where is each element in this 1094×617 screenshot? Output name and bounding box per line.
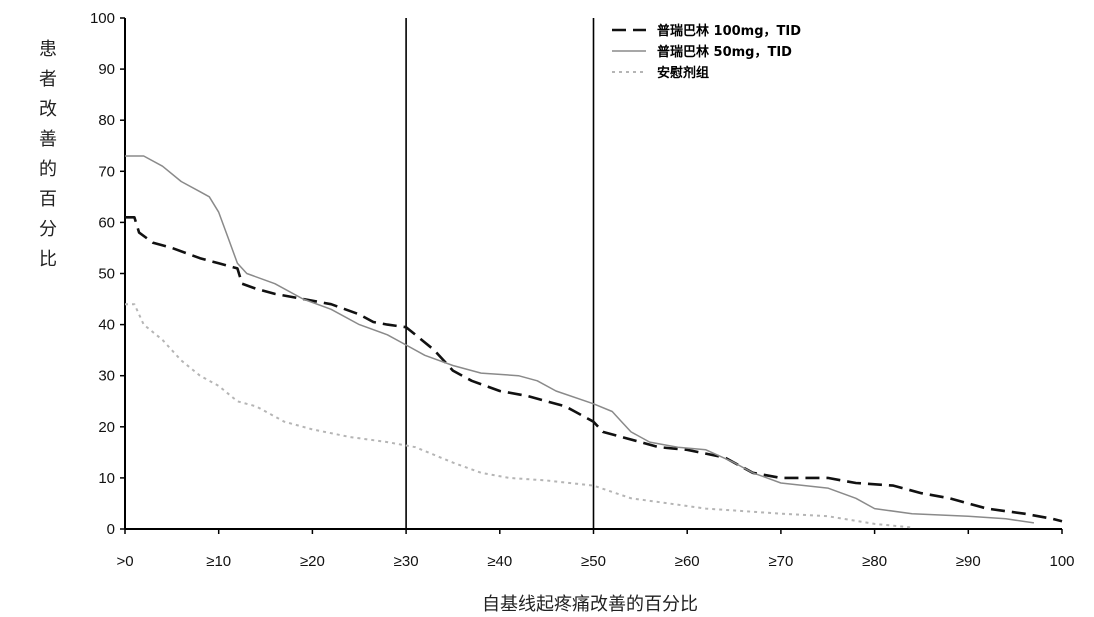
axes [120, 17, 1063, 534]
y-axis-label-char: 的 [39, 159, 57, 180]
legend: 普瑞巴林 100mg，TID 普瑞巴林 50mg，TID 安慰剂组 [612, 23, 801, 81]
y-tick-label: 50 [98, 266, 115, 283]
reference-lines [405, 18, 595, 529]
y-tick-label: 10 [98, 470, 115, 487]
y-axis-label-char: 者 [39, 69, 57, 90]
x-tick-label: ≥80 [862, 553, 887, 570]
x-tick-label: ≥20 [300, 553, 325, 570]
legend-label-2: 普瑞巴林 50mg，TID [657, 44, 792, 60]
y-axis-label-char: 改 [39, 99, 57, 120]
y-tick-label: 20 [98, 419, 115, 436]
y-tick-label: 40 [98, 317, 115, 334]
y-tick-labels: 0 10 20 30 40 50 60 70 80 90 100 [90, 10, 115, 538]
y-tick-label: 80 [98, 112, 115, 129]
x-tick-label: ≥40 [487, 553, 512, 570]
x-tick-label: ≥30 [394, 553, 419, 570]
legend-label-3: 安慰剂组 [657, 65, 709, 81]
y-tick-label: 30 [98, 368, 115, 385]
y-tick-label: 100 [90, 10, 115, 27]
series-group [125, 155, 1063, 529]
y-axis-label-char: 百 [39, 189, 57, 210]
y-axis-label-char: 患 [39, 39, 57, 60]
x-tick-label: ≥70 [768, 553, 793, 570]
y-tick-label: 60 [98, 214, 115, 231]
x-tick-label: >0 [116, 553, 133, 570]
y-axis-label-char: 善 [39, 129, 57, 150]
y-tick-label: 70 [98, 163, 115, 180]
y-axis-label-char: 分 [39, 219, 57, 240]
x-tick-labels: >0 ≥10 ≥20 ≥30 ≥40 ≥50 ≥60 ≥70 ≥80 ≥90 100 [116, 553, 1074, 570]
series-line-2 [125, 155, 1035, 524]
x-axis-label: 自基线起疼痛改善的百分比 [482, 594, 698, 615]
x-tick-label: ≥90 [956, 553, 981, 570]
y-tick-label: 90 [98, 61, 115, 78]
series-line-3 [125, 303, 913, 529]
x-tick-label: 100 [1049, 553, 1074, 570]
legend-label-1: 普瑞巴林 100mg，TID [657, 23, 801, 39]
x-tick-label: ≥10 [206, 553, 231, 570]
y-axis-label-char: 比 [39, 249, 57, 270]
y-tick-label: 0 [107, 521, 115, 538]
x-tick-label: ≥60 [675, 553, 700, 570]
x-tick-label: ≥50 [581, 553, 606, 570]
series-line-1 [125, 216, 1063, 523]
